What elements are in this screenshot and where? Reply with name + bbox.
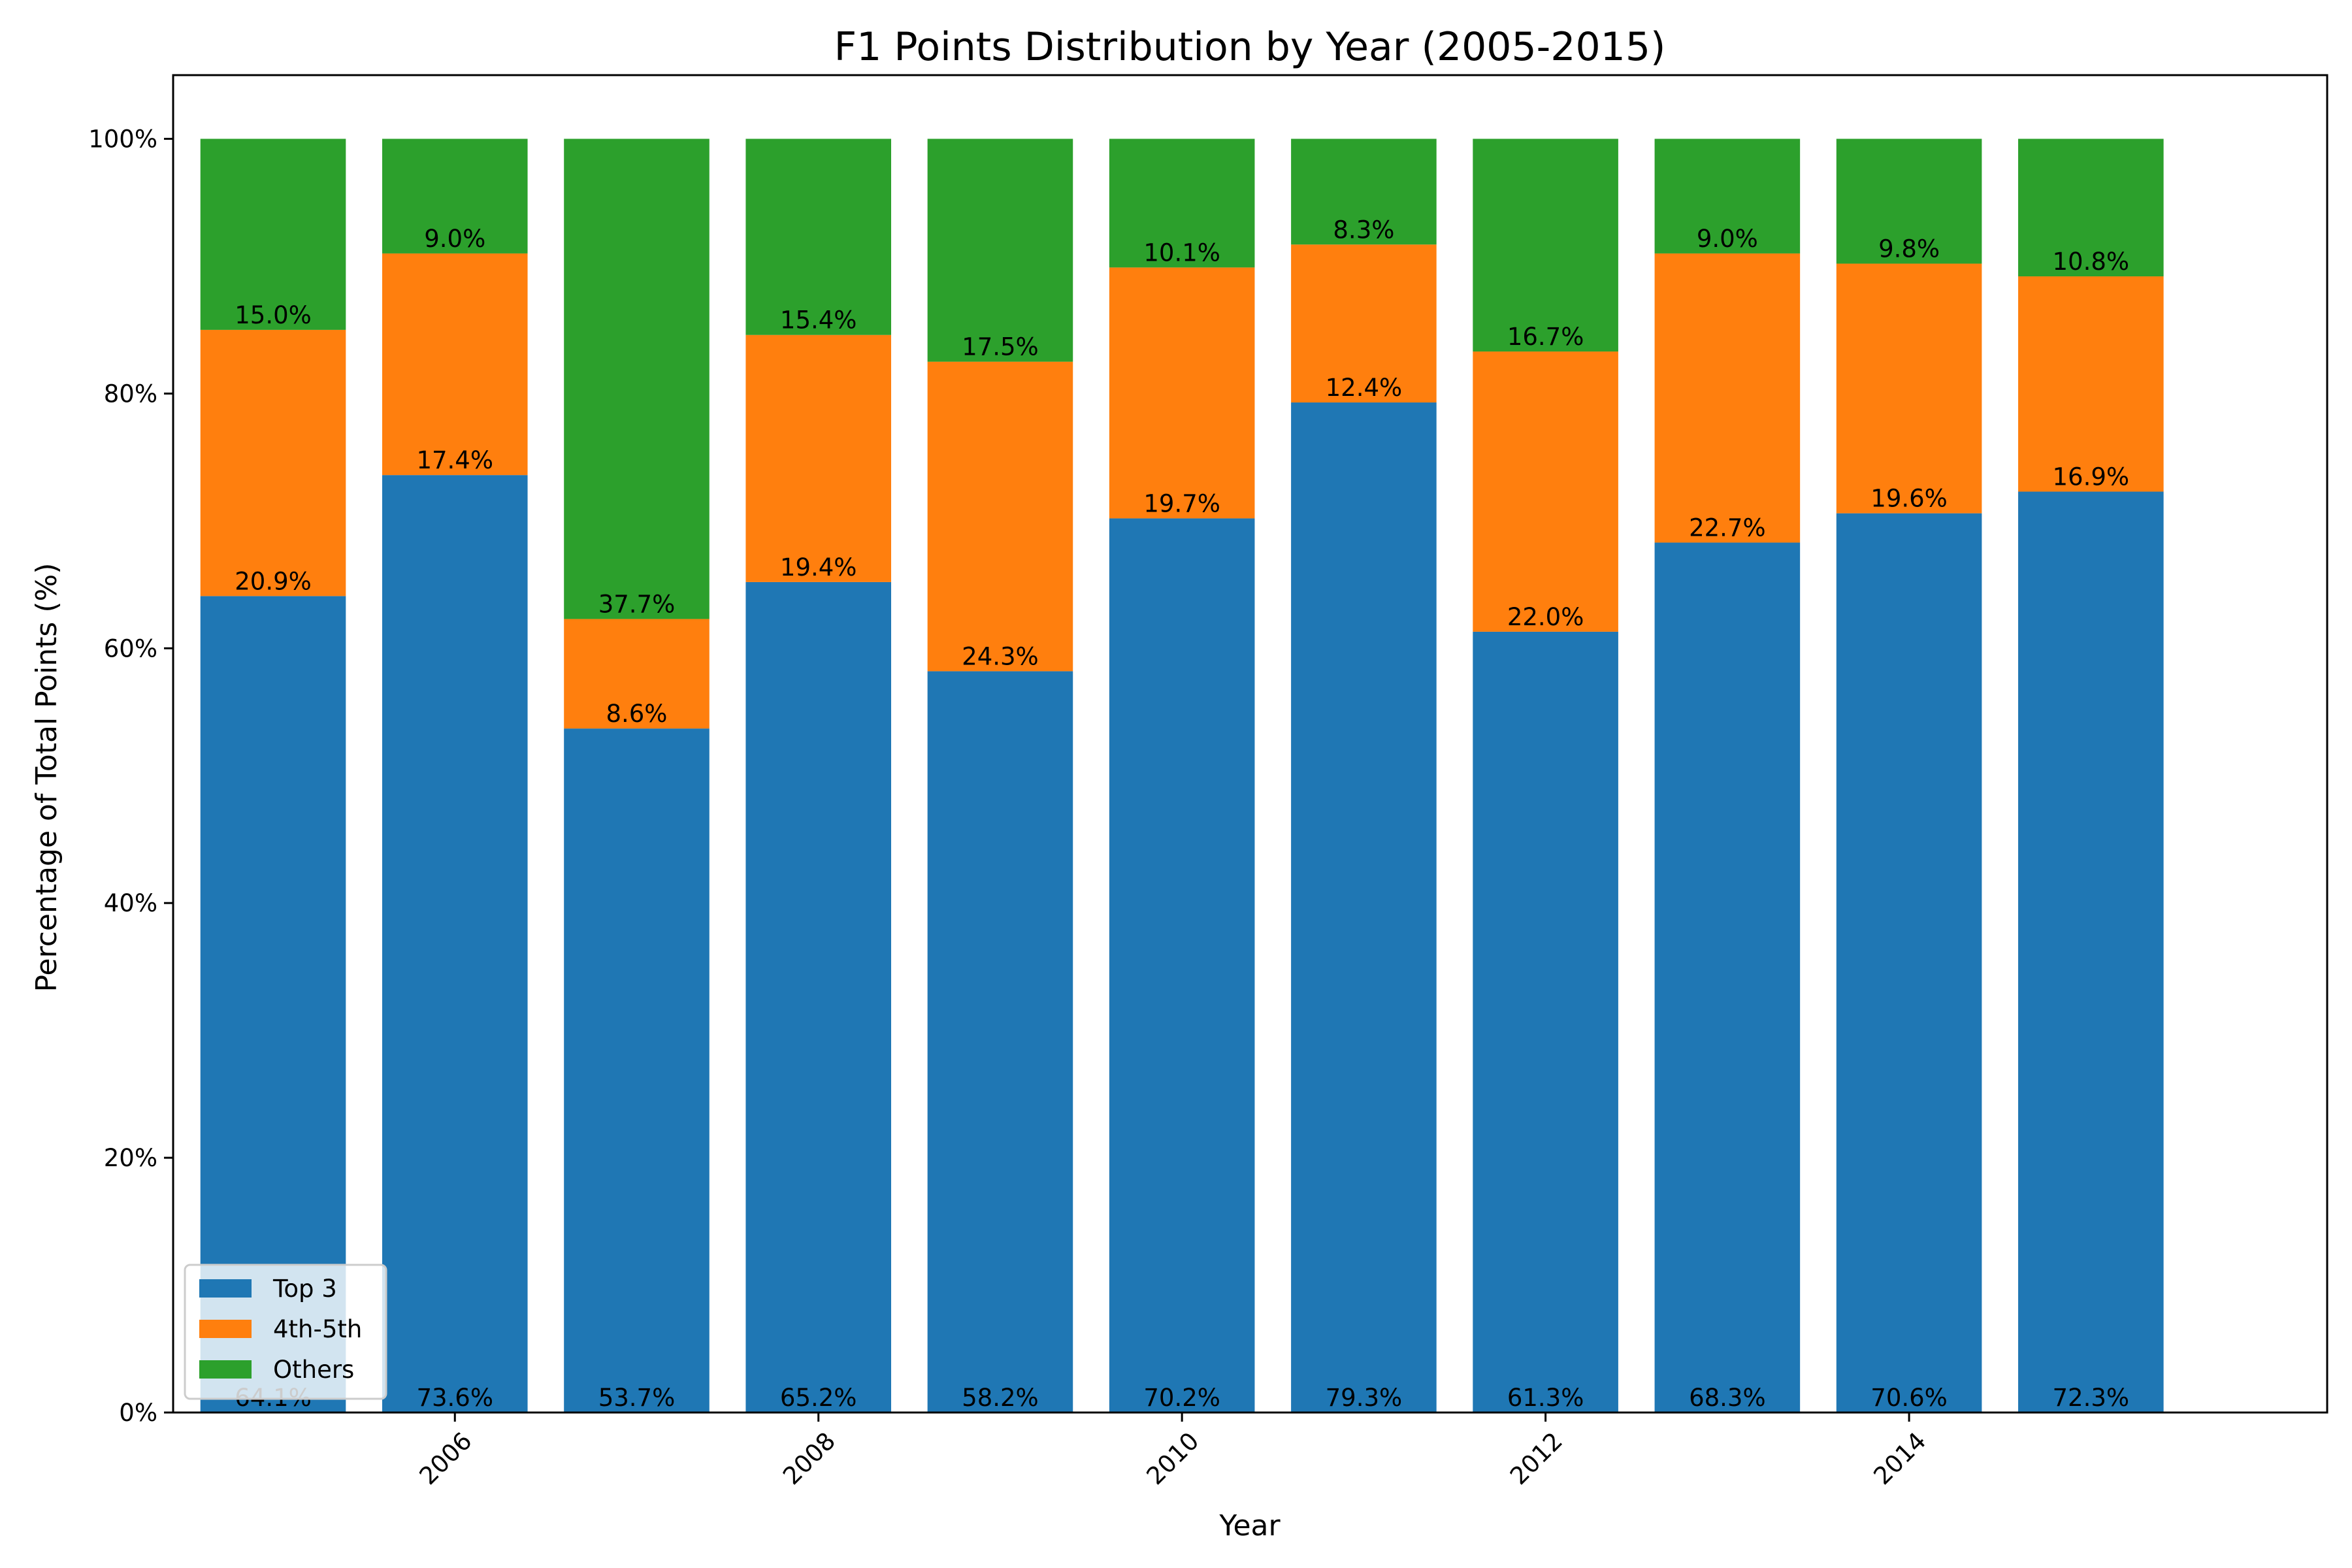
y-axis-label: Percentage of Total Points (%) xyxy=(30,563,63,992)
bar-4th-5th-2013 xyxy=(1654,253,1801,543)
data-label-4th-5th-2014: 19.6% xyxy=(1870,485,1948,513)
data-label-top-3-2009: 58.2% xyxy=(962,1384,1039,1412)
bar-top-3-2008 xyxy=(745,581,891,1413)
x-axis-label: Year xyxy=(1218,1509,1281,1543)
legend-label-top-3: Top 3 xyxy=(272,1275,337,1303)
data-label-others-2011: 8.3% xyxy=(1333,216,1394,244)
y-tick-label: 20% xyxy=(104,1144,157,1172)
data-label-others-2006: 9.0% xyxy=(424,225,485,253)
legend: Top 3 4th-5th Others xyxy=(184,1264,387,1400)
data-labels-layer: 64.1%20.9%15.0%73.6%17.4%9.0%53.7%8.6%37… xyxy=(235,216,2129,1412)
data-label-others-2005: 15.0% xyxy=(235,301,312,329)
data-label-others-2010: 10.1% xyxy=(1143,238,1220,267)
bar-top-3-2007 xyxy=(564,728,710,1413)
x-tick-label: 2014 xyxy=(1868,1427,1931,1490)
x-axis: 2006 2008 2010 2012 2014 xyxy=(414,1413,1931,1490)
bar-others-2006 xyxy=(382,139,528,253)
plot-frame xyxy=(172,74,2328,1414)
data-label-4th-5th-2015: 16.9% xyxy=(2053,463,2130,491)
data-label-others-2014: 9.8% xyxy=(1878,235,1940,263)
bar-top-3-2009 xyxy=(927,671,1073,1413)
bar-top-3-2010 xyxy=(1109,518,1255,1413)
data-label-top-3-2006: 73.6% xyxy=(416,1384,493,1412)
legend-label-4th-5th: 4th-5th xyxy=(273,1315,362,1343)
bars-layer xyxy=(200,139,2164,1413)
x-tick-label: 2012 xyxy=(1505,1427,1568,1490)
legend-swatch-4th-5th xyxy=(199,1320,252,1338)
bar-others-2005 xyxy=(200,139,346,330)
data-label-top-3-2008: 65.2% xyxy=(780,1384,857,1412)
legend-label-others: Others xyxy=(273,1356,354,1384)
bar-others-2009 xyxy=(927,139,1073,362)
bar-top-3-2014 xyxy=(1836,513,1982,1413)
data-label-4th-5th-2010: 19.7% xyxy=(1143,489,1220,517)
y-tick-label: 60% xyxy=(104,634,157,662)
data-label-others-2012: 16.7% xyxy=(1507,323,1584,351)
data-label-top-3-2015: 72.3% xyxy=(2053,1384,2130,1412)
data-label-4th-5th-2009: 24.3% xyxy=(962,642,1039,670)
data-label-top-3-2014: 70.6% xyxy=(1870,1384,1948,1412)
data-label-others-2015: 10.8% xyxy=(2053,248,2130,276)
data-label-others-2007: 37.7% xyxy=(598,590,676,618)
x-tick-label: 2008 xyxy=(777,1427,841,1490)
bar-4th-5th-2007 xyxy=(564,619,710,729)
bar-others-2014 xyxy=(1836,139,1982,264)
bar-others-2008 xyxy=(745,139,891,335)
bar-4th-5th-2008 xyxy=(745,335,891,582)
legend-swatch-top-3 xyxy=(199,1279,252,1298)
data-label-others-2013: 9.0% xyxy=(1697,225,1758,253)
bar-4th-5th-2014 xyxy=(1836,263,1982,514)
y-tick-label: 40% xyxy=(104,889,157,917)
data-label-top-3-2012: 61.3% xyxy=(1507,1384,1584,1412)
bar-top-3-2011 xyxy=(1291,402,1437,1413)
bar-others-2010 xyxy=(1109,139,1255,268)
bar-others-2013 xyxy=(1654,139,1801,253)
data-label-4th-5th-2013: 22.7% xyxy=(1689,514,1766,542)
data-label-top-3-2011: 79.3% xyxy=(1326,1384,1403,1412)
data-label-top-3-2013: 68.3% xyxy=(1689,1384,1766,1412)
bar-top-3-2013 xyxy=(1654,542,1801,1413)
data-label-4th-5th-2005: 20.9% xyxy=(235,567,312,595)
bar-4th-5th-2009 xyxy=(927,361,1073,672)
y-axis: 0% 20% 40% 60% 80% 100% xyxy=(88,125,173,1427)
bar-4th-5th-2006 xyxy=(382,253,528,476)
data-label-4th-5th-2011: 12.4% xyxy=(1326,374,1403,402)
y-tick-label: 100% xyxy=(88,125,157,153)
data-label-top-3-2010: 70.2% xyxy=(1143,1384,1220,1412)
bar-4th-5th-2015 xyxy=(2018,276,2164,492)
x-tick-label: 2010 xyxy=(1141,1427,1205,1490)
data-label-4th-5th-2007: 8.6% xyxy=(606,700,667,728)
bar-top-3-2006 xyxy=(382,475,528,1413)
bar-4th-5th-2005 xyxy=(200,329,346,596)
y-tick-label: 0% xyxy=(119,1399,157,1427)
bar-others-2007 xyxy=(564,139,710,619)
x-tick-label: 2006 xyxy=(414,1427,478,1490)
bar-others-2015 xyxy=(2018,139,2164,277)
data-label-others-2009: 17.5% xyxy=(962,333,1039,361)
bar-others-2011 xyxy=(1291,139,1437,245)
bar-4th-5th-2011 xyxy=(1291,244,1437,403)
data-label-others-2008: 15.4% xyxy=(780,306,857,335)
data-label-4th-5th-2012: 22.0% xyxy=(1507,603,1584,631)
data-label-top-3-2007: 53.7% xyxy=(598,1384,676,1412)
data-label-4th-5th-2006: 17.4% xyxy=(416,446,493,474)
bar-4th-5th-2012 xyxy=(1473,351,1618,632)
chart-title: F1 Points Distribution by Year (2005-201… xyxy=(834,24,1666,70)
bar-others-2012 xyxy=(1473,139,1618,352)
bar-top-3-2015 xyxy=(2018,491,2164,1413)
data-label-4th-5th-2008: 19.4% xyxy=(780,553,857,581)
bar-top-3-2012 xyxy=(1473,631,1618,1413)
bar-4th-5th-2010 xyxy=(1109,267,1255,519)
legend-swatch-others xyxy=(199,1360,252,1379)
y-tick-label: 80% xyxy=(104,380,157,408)
